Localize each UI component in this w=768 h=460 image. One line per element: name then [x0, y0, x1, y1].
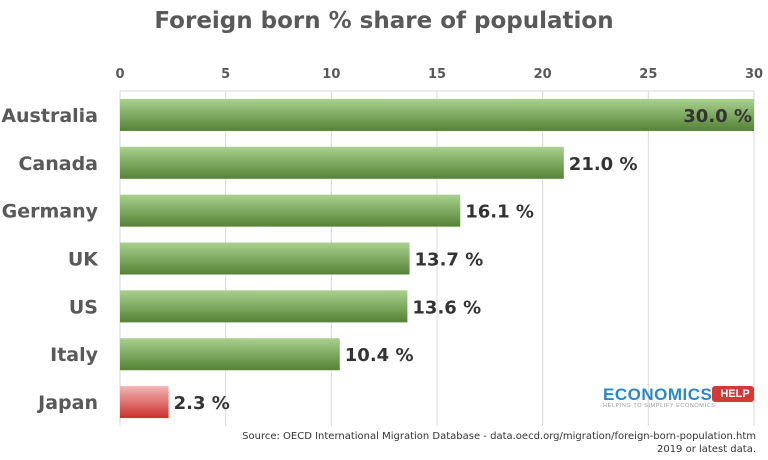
data-label: 30.0 % — [683, 106, 752, 127]
category-label: Germany — [2, 201, 99, 223]
logo-tagline: HELPING TO SIMPLIFY ECONOMICS — [603, 403, 716, 409]
x-tick-label: 15 — [428, 67, 446, 82]
bar — [120, 338, 340, 371]
bar — [120, 386, 169, 419]
economics-help-logo: ECONOMICS HELP HELPING TO SIMPLIFY ECONOM… — [603, 385, 754, 409]
bar — [120, 290, 408, 323]
category-label: Canada — [18, 153, 98, 175]
category-label: Australia — [1, 105, 98, 127]
data-label: 13.7 % — [415, 250, 484, 271]
x-tick-label: 5 — [221, 67, 230, 82]
source-note: Source: OECD International Migration Dat… — [242, 430, 756, 456]
bar — [120, 98, 754, 131]
bar — [120, 194, 461, 227]
source-line-2: 2019 or latest data. — [656, 444, 756, 455]
x-tick-label: 20 — [534, 67, 552, 82]
data-label: 16.1 % — [465, 202, 534, 223]
x-tick-label: 10 — [322, 67, 340, 82]
x-tick-label: 25 — [639, 67, 657, 82]
data-label: 13.6 % — [412, 297, 481, 318]
bar — [120, 242, 410, 275]
chart-title: Foreign born % share of population — [154, 8, 614, 34]
category-label: US — [69, 296, 98, 318]
data-label: 21.0 % — [569, 154, 638, 175]
source-line-1: Source: OECD International Migration Dat… — [242, 431, 756, 442]
category-label: Italy — [50, 344, 98, 366]
x-tick-label: 0 — [115, 67, 124, 82]
data-label: 10.4 % — [345, 345, 414, 366]
x-tick-label: 30 — [745, 67, 763, 82]
category-label: UK — [68, 249, 99, 271]
category-label: Japan — [36, 392, 98, 414]
bar — [120, 146, 564, 179]
logo-badge: HELP — [712, 386, 754, 402]
data-label: 2.3 % — [174, 393, 230, 414]
logo-main: ECONOMICS — [603, 385, 713, 404]
